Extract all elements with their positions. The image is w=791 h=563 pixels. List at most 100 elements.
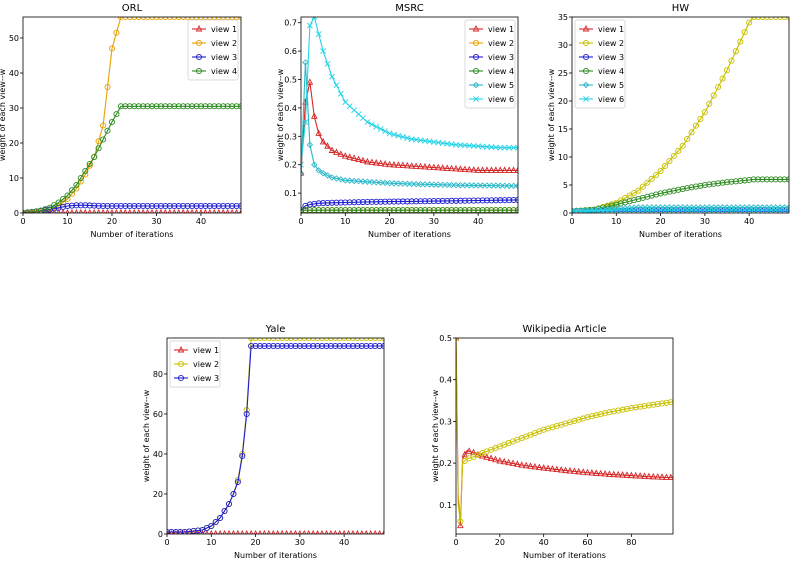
data-point (349, 338, 357, 342)
data-point (663, 473, 670, 480)
data-point (488, 144, 495, 151)
data-point (189, 103, 196, 110)
data-point (77, 202, 84, 209)
data-point (688, 207, 695, 213)
data-point (457, 181, 464, 189)
y-tick-label: 40 (9, 69, 19, 78)
data-point (768, 176, 775, 183)
data-point (105, 209, 110, 213)
data-point (364, 198, 371, 205)
data-point (104, 127, 111, 134)
data-point (635, 187, 642, 194)
data-point (302, 530, 307, 534)
data-point (293, 530, 298, 534)
x-tick-label: 20 (495, 538, 505, 547)
data-point (221, 209, 226, 213)
data-point (180, 17, 187, 21)
data-point (73, 181, 80, 189)
data-point (234, 478, 241, 486)
data-point (763, 176, 770, 183)
data-point (215, 103, 222, 110)
data-point (77, 174, 84, 182)
data-point (461, 165, 469, 172)
data-point (514, 196, 518, 203)
data-point (261, 338, 268, 342)
data-point (351, 199, 358, 206)
data-point (248, 342, 255, 350)
data-point (786, 207, 789, 213)
data-point (372, 338, 379, 342)
data-point (399, 133, 406, 140)
legend-label: view 3 (598, 53, 624, 62)
data-point (95, 202, 102, 209)
data-point (167, 528, 171, 534)
data-point (168, 528, 175, 534)
legend-label: view 1 (488, 25, 514, 34)
data-point (430, 163, 438, 171)
data-point (135, 17, 142, 21)
data-point (715, 83, 722, 91)
data-point (501, 144, 508, 151)
data-point (59, 199, 67, 206)
data-point (47, 209, 52, 213)
data-point (635, 207, 642, 213)
data-point (710, 92, 717, 99)
data-point (221, 507, 228, 515)
data-point (675, 186, 682, 193)
data-point (522, 461, 530, 469)
data-point (212, 518, 219, 526)
data-point (46, 206, 53, 213)
data-point (679, 142, 686, 149)
data-point (310, 112, 318, 119)
data-point (658, 473, 666, 480)
legend: view 1 view 2 view 3 view 4 view 5 view 6 (464, 19, 516, 109)
data-point (719, 75, 726, 82)
data-point (189, 17, 196, 21)
data-point (318, 338, 326, 342)
data-point (253, 530, 258, 534)
data-point (728, 208, 735, 213)
data-point (641, 403, 648, 410)
data-point (648, 207, 655, 213)
data-point (319, 169, 327, 177)
data-point (737, 38, 744, 45)
data-point (153, 103, 160, 110)
data-point (501, 182, 508, 190)
data-point (215, 17, 222, 21)
data-point (777, 176, 784, 183)
x-tick-label: 10 (206, 538, 216, 547)
data-point (229, 202, 236, 210)
data-point (506, 144, 513, 151)
data-point (492, 182, 500, 189)
data-point (452, 197, 460, 204)
data-point (311, 530, 316, 534)
data-point (109, 209, 115, 213)
data-point (177, 528, 184, 534)
data-point (296, 342, 303, 350)
data-point (86, 202, 93, 209)
data-point (623, 471, 631, 478)
data-point (162, 202, 169, 210)
data-point (390, 198, 398, 205)
data-point (535, 463, 543, 470)
data-point (645, 472, 653, 480)
data-point (592, 469, 600, 476)
data-point (641, 472, 648, 479)
data-point (175, 17, 182, 21)
data-point (670, 187, 677, 194)
y-tick-label: 40 (153, 450, 163, 459)
series-line (456, 338, 673, 522)
x-axis-label: Number of iterations (91, 230, 174, 239)
data-point (310, 338, 317, 342)
legend: view 1 view 2 view 3 view 4 view 5 view 6 (574, 19, 626, 109)
data-point (505, 166, 513, 173)
data-point (417, 162, 424, 170)
data-point (224, 17, 231, 21)
data-point (333, 175, 340, 182)
data-point (654, 401, 661, 408)
data-point (575, 416, 582, 423)
data-point (243, 410, 250, 418)
data-point (566, 419, 574, 426)
data-point (287, 338, 295, 342)
series-6 (301, 17, 518, 168)
